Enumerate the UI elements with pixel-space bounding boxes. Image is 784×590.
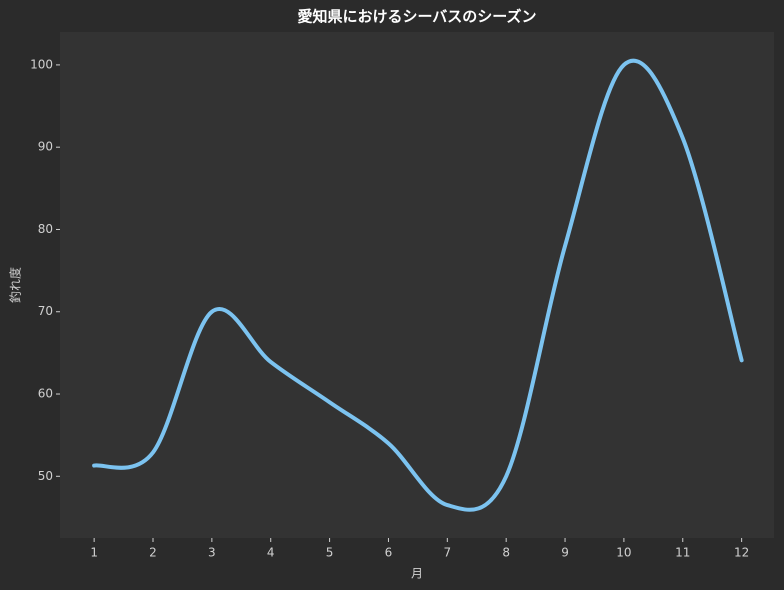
- x-tick-label: 12: [734, 546, 749, 560]
- y-tick-label: 100: [30, 57, 53, 71]
- x-tick-label: 6: [385, 546, 393, 560]
- x-tick-label: 7: [443, 546, 451, 560]
- plot-area: [60, 32, 774, 538]
- x-tick-label: 11: [675, 546, 690, 560]
- x-tick-label: 5: [326, 546, 334, 560]
- y-tick-label: 70: [38, 304, 53, 318]
- x-tick-label: 8: [502, 546, 510, 560]
- y-tick-label: 80: [38, 222, 53, 236]
- y-tick-label: 50: [38, 469, 53, 483]
- y-axis-label: 釣れ度: [8, 267, 23, 303]
- x-tick-label: 4: [267, 546, 275, 560]
- y-tick-label: 90: [38, 140, 53, 154]
- x-tick-label: 2: [149, 546, 157, 560]
- x-tick-label: 9: [561, 546, 569, 560]
- x-axis-label: 月: [411, 567, 423, 581]
- x-tick-label: 10: [616, 546, 631, 560]
- x-tick-label: 1: [90, 546, 98, 560]
- data-line: [92, 58, 744, 512]
- x-tick-label: 3: [208, 546, 216, 560]
- y-tick-label: 60: [38, 387, 53, 401]
- chart-title: 愛知県におけるシーバスのシーズン: [297, 8, 536, 26]
